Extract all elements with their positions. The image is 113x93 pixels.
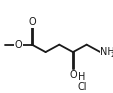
Text: 2: 2	[109, 52, 113, 58]
Text: H: H	[78, 72, 85, 82]
Text: O: O	[14, 40, 22, 50]
Text: Cl: Cl	[77, 82, 86, 92]
Text: O: O	[28, 17, 35, 27]
Text: O: O	[69, 70, 76, 80]
Text: NH: NH	[99, 47, 113, 57]
